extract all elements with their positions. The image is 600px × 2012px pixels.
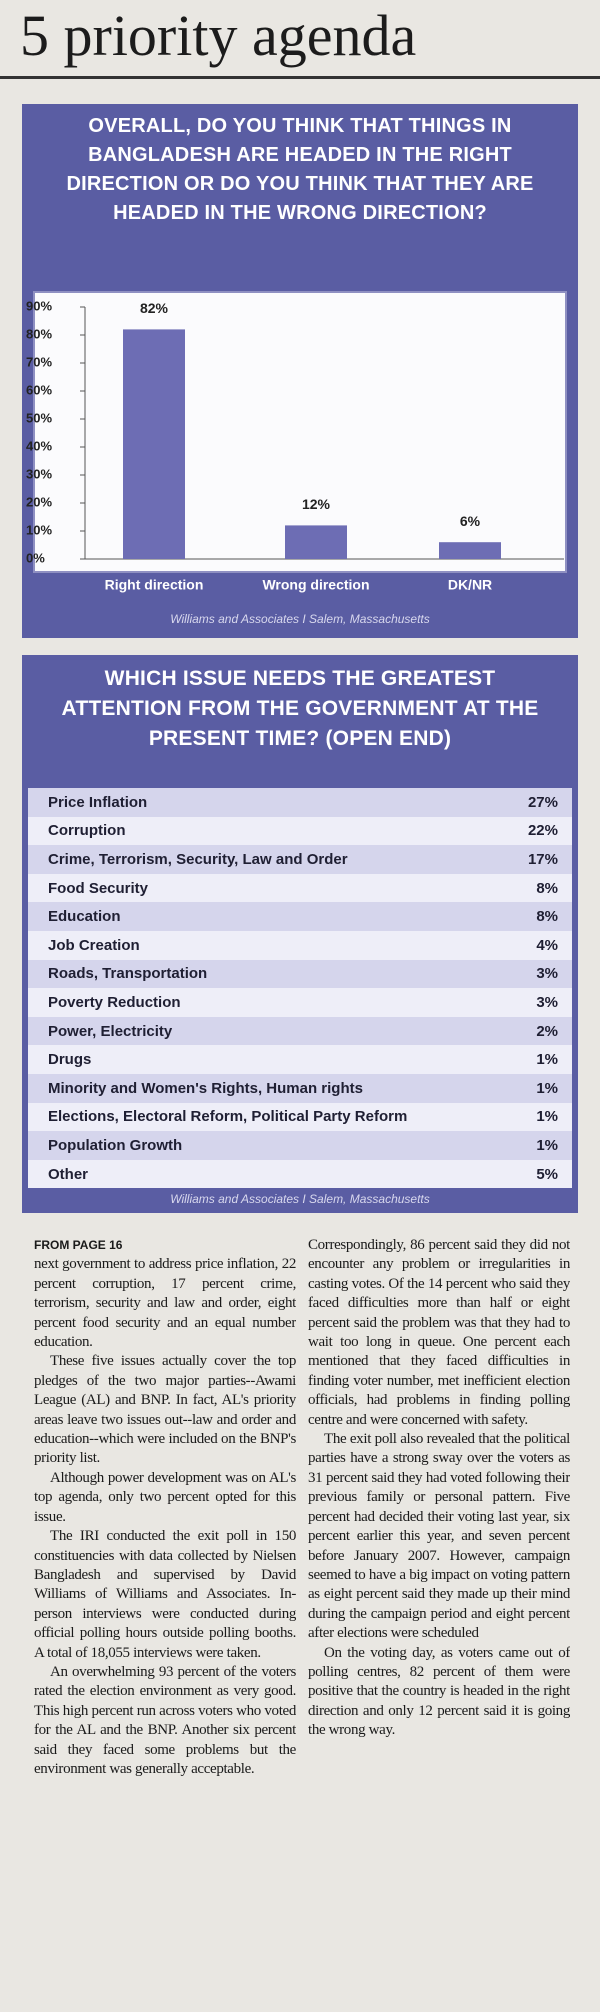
chart-question: OVERALL, DO YOU THINK THAT THINGS IN BAN…	[66, 115, 534, 224]
percent-cell: 27%	[527, 793, 558, 811]
percent-cell: 1%	[536, 1079, 558, 1097]
y-tick-label: 30%	[26, 466, 52, 481]
issue-cell: Roads, Transportation	[48, 965, 208, 983]
x-tick-label: Right direction	[105, 577, 204, 593]
chart: 0% 10% 20% 30% 40% 50% 60% 70% 80% 90% 82% Right di…	[26, 291, 567, 593]
article-column: FROM PAGE 16 next government to address p…	[34, 1236, 296, 2012]
bar	[123, 329, 185, 559]
table-source: Williams and Associates I Salem, Massach…	[170, 1192, 430, 1206]
headline: 5 priority agenda	[20, 3, 417, 68]
table-row: Education 8%	[28, 902, 572, 931]
table-row: Roads, Transportation 3%	[28, 959, 572, 989]
value-label: 82%	[140, 300, 169, 316]
chart-source: Williams and Associates I Salem, Massach…	[170, 612, 430, 626]
issue-cell: Population Growth	[48, 1136, 183, 1154]
table-row: Poverty Reduction 3%	[28, 988, 572, 1017]
table-row: Price Inflation 27%	[28, 788, 572, 817]
table-row: Drugs 1%	[28, 1045, 572, 1074]
paragraph: Although power development was on AL's t…	[34, 1469, 296, 1525]
issue-cell: Corruption	[48, 822, 126, 840]
issue-cell: Elections, Electoral Reform, Political P…	[48, 1108, 408, 1126]
y-tick-label: 50%	[26, 410, 52, 425]
paragraph: next government to address price inflati…	[34, 1256, 296, 1351]
percent-cell: 1%	[536, 1051, 558, 1069]
percent-cell: 1%	[536, 1136, 558, 1154]
issue-cell: Job Creation	[48, 936, 140, 954]
plot-frame	[33, 291, 567, 573]
y-tick-label: 80%	[26, 326, 52, 341]
issue-cell: Power, Electricity	[48, 1022, 173, 1040]
issue-cell: Education	[48, 908, 121, 926]
y-tick-label: 20%	[26, 494, 52, 509]
percent-cell: 1%	[536, 1108, 558, 1126]
percent-cell: 3%	[536, 965, 558, 983]
table-row: Corruption 22%	[28, 816, 572, 846]
percent-cell: 22%	[527, 822, 558, 840]
table-row: Crime, Terrorism, Security, Law and Orde…	[28, 845, 572, 874]
percent-cell: 4%	[536, 936, 558, 954]
issue-cell: Poverty Reduction	[48, 993, 181, 1011]
paragraph: On the voting day, as voters came out of…	[308, 1644, 570, 1739]
x-tick-label: Wrong direction	[262, 577, 369, 593]
table-row: Power, Electricity 2%	[28, 1016, 572, 1046]
table-row: Food Security 8%	[28, 873, 572, 903]
issue-cell: Drugs	[48, 1051, 92, 1069]
table-row: Minority and Women's Rights, Human right…	[28, 1073, 572, 1103]
percent-cell: 8%	[536, 908, 558, 926]
bar	[285, 525, 347, 559]
paragraph: Correspondingly, 86 percent said they di…	[308, 1237, 570, 1428]
bar	[439, 542, 501, 559]
table: Price Inflation 27% Corruption 22% Crime, Te…	[28, 788, 572, 1189]
value-label: 12%	[302, 496, 331, 512]
percent-cell: 3%	[536, 993, 558, 1011]
article-column: Correspondingly, 86 percent said they di…	[308, 1236, 570, 2012]
issue-cell: Crime, Terrorism, Security, Law and Orde…	[48, 850, 348, 868]
issue-cell: Food Security	[48, 879, 149, 897]
percent-cell: 5%	[536, 1165, 558, 1183]
paragraph: These five issues actually cover the top…	[34, 1353, 296, 1467]
table-row: Job Creation 4%	[28, 930, 572, 960]
y-tick-label: 10%	[26, 522, 52, 537]
paragraph: An overwhelming 93 percent of the voters…	[34, 1663, 296, 1777]
y-tick-label: 70%	[26, 354, 52, 369]
issue-cell: Minority and Women's Rights, Human right…	[48, 1079, 363, 1097]
y-tick-label: 90%	[26, 298, 52, 313]
paragraph: The exit poll also revealed that the pol…	[308, 1431, 570, 1642]
table-row: Population Growth 1%	[28, 1131, 572, 1160]
issue-cell: Other	[48, 1165, 89, 1183]
table-row: Elections, Electoral Reform, Political P…	[28, 1102, 572, 1132]
percent-cell: 17%	[527, 850, 558, 868]
y-tick-label: 0%	[26, 550, 45, 565]
issue-cell: Price Inflation	[48, 793, 148, 811]
table-row: Other 5%	[28, 1159, 572, 1189]
table-title: WHICH ISSUE NEEDS THE GREATEST ATTENTION…	[61, 667, 539, 750]
percent-cell: 2%	[536, 1022, 558, 1040]
y-tick-label: 60%	[26, 382, 52, 397]
rule	[0, 76, 600, 79]
x-tick-label: DK/NR	[448, 577, 492, 593]
continued-label: FROM PAGE 16	[34, 1238, 123, 1252]
y-tick-label: 40%	[26, 438, 52, 453]
paragraph: The IRI conducted the exit poll in 150 c…	[34, 1528, 296, 1661]
percent-cell: 8%	[536, 879, 558, 897]
value-label: 6%	[460, 513, 481, 529]
